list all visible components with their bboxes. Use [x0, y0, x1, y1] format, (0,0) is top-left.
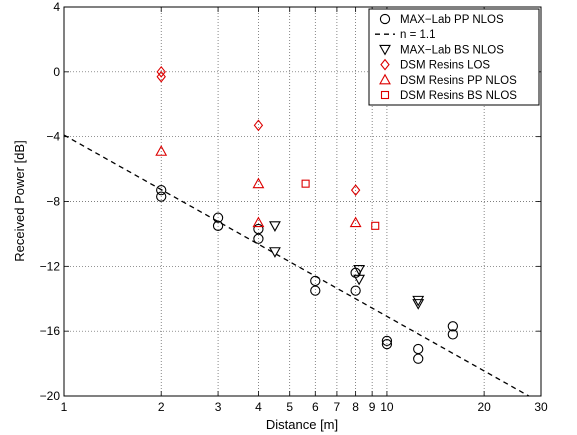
legend-swatch	[380, 58, 390, 71]
data-point	[212, 220, 224, 231]
data-point	[212, 212, 224, 223]
data-point	[269, 247, 281, 258]
x-tick-label: 8	[352, 400, 359, 414]
data-point	[381, 338, 393, 350]
legend-swatch	[379, 44, 391, 56]
x-axis-label: Distance [m]	[266, 417, 338, 432]
data-point	[447, 329, 458, 340]
y-tick-label: −4	[46, 130, 60, 144]
legend: MAX−Lab PP NLOS n = 1.1 MAX−Lab BS NLOS DSM…	[368, 8, 540, 106]
data-point	[156, 70, 166, 83]
plot-frame	[63, 6, 542, 397]
data-point	[156, 185, 167, 196]
x-tick-label: 20	[477, 400, 491, 414]
y-tick-label: 0	[53, 65, 60, 79]
x-tick-label: 2	[158, 400, 165, 414]
x-tick-label: 7	[334, 400, 341, 414]
legend-label: DSM Resins PP NLOS	[400, 75, 517, 87]
x-axis-ticks: 1 2 3 4 5 6 7 8 9 10 20 30	[61, 7, 548, 414]
x-tick-label: 10	[380, 400, 394, 414]
y-tick-label: 4	[53, 0, 60, 14]
data-point	[413, 353, 424, 364]
data-point	[371, 221, 380, 230]
data-point	[252, 216, 265, 228]
x-tick-label: 5	[286, 400, 293, 414]
x-tick-label: 1	[61, 400, 68, 414]
data-point	[447, 321, 458, 332]
legend-label: DSM Resins LOS	[400, 60, 490, 72]
data-point	[350, 285, 361, 296]
data-point	[349, 216, 362, 228]
legend-swatch	[380, 90, 390, 100]
y-tick-label: −12	[40, 259, 61, 273]
x-tick-label: 6	[312, 400, 319, 414]
legend-label: MAX−Lab BS NLOS	[400, 44, 504, 56]
legend-label: n = 1.1	[400, 29, 436, 41]
data-point	[156, 191, 167, 202]
data-point	[412, 295, 425, 307]
data-point	[253, 119, 264, 132]
legend-box	[368, 8, 540, 106]
data-point	[269, 221, 281, 232]
legend-swatch	[379, 73, 391, 85]
legend-label: MAX−Lab PP NLOS	[400, 14, 504, 26]
x-tick-label: 9	[369, 400, 376, 414]
x-tick-label: 4	[255, 400, 262, 414]
data-point	[310, 285, 321, 296]
legend-label: DSM Resins BS NLOS	[400, 90, 517, 102]
data-point	[353, 265, 366, 276]
x-tick-label: 3	[215, 400, 222, 414]
data-point	[252, 177, 265, 189]
data-point	[155, 145, 168, 156]
data-point	[253, 233, 264, 244]
legend-swatch	[379, 13, 391, 25]
x-tick-label: 30	[534, 400, 548, 414]
y-tick-label: −16	[40, 324, 61, 338]
data-point	[412, 299, 425, 310]
y-tick-label: −8	[46, 195, 60, 209]
y-axis-ticks: −20 −16 −12 −8 −4 0 4	[40, 0, 541, 403]
data-point	[350, 184, 361, 197]
data-point	[156, 65, 166, 78]
data-point	[301, 179, 310, 188]
y-axis-label: Received Power [dB]	[12, 140, 27, 261]
data-point	[381, 335, 393, 347]
plot-marks	[63, 65, 530, 397]
fit-line	[63, 134, 530, 397]
y-tick-label: −20	[40, 389, 61, 403]
data-point	[353, 274, 366, 286]
